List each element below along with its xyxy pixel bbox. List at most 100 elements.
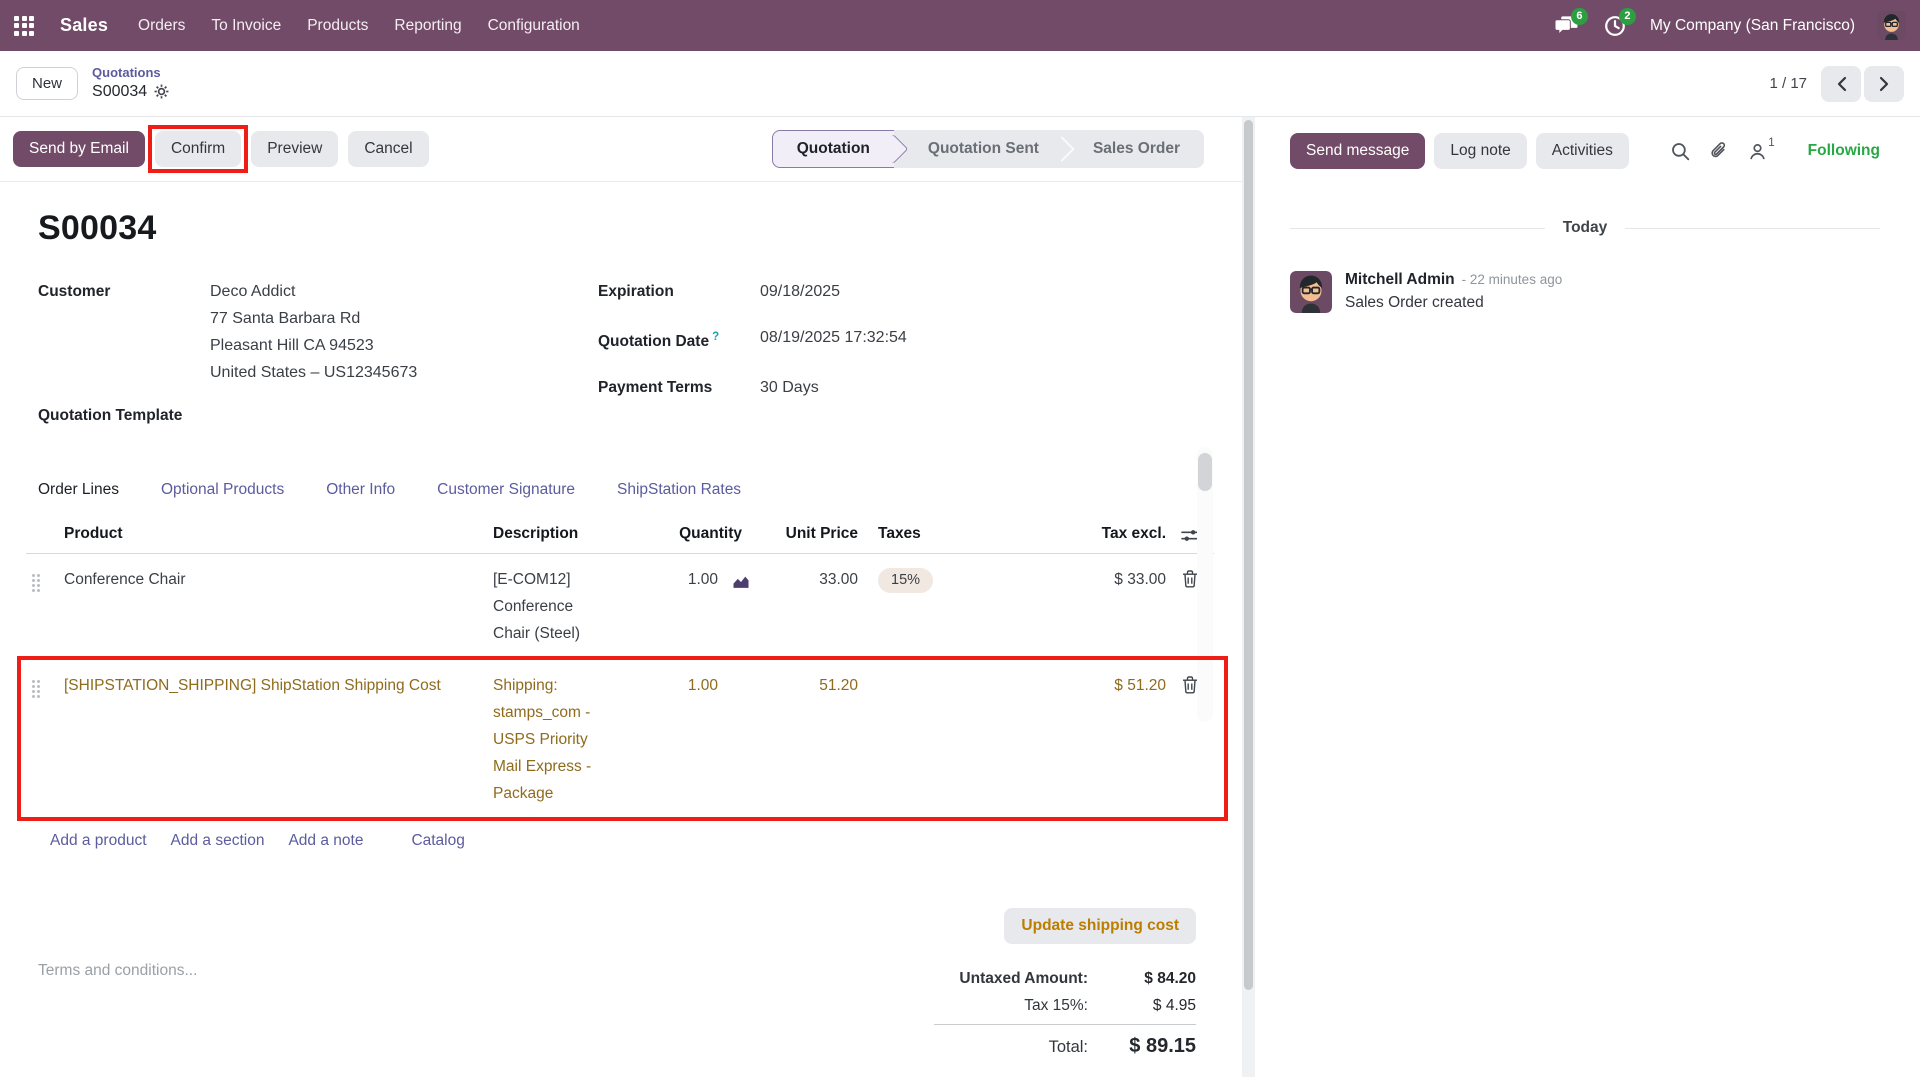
untaxed-amount-value: $ 84.20 bbox=[1144, 970, 1196, 987]
cell-description[interactable]: [E-COM12] Conference Chair (Steel) bbox=[493, 571, 580, 642]
help-question-icon[interactable]: ? bbox=[712, 331, 720, 343]
tab-other-info[interactable]: Other Info bbox=[326, 481, 396, 498]
main-menu: Orders To Invoice Products Reporting Con… bbox=[138, 17, 580, 35]
add-product-link[interactable]: Add a product bbox=[50, 832, 147, 849]
quotation-template-label: Quotation Template bbox=[38, 407, 183, 424]
cell-quantity[interactable]: 1.00 bbox=[687, 677, 718, 694]
message-author[interactable]: Mitchell Admin bbox=[1345, 271, 1455, 288]
stage-sales-order[interactable]: Sales Order bbox=[1092, 140, 1180, 157]
followers-count: 1 bbox=[1768, 136, 1775, 149]
optional-columns-icon[interactable] bbox=[1166, 526, 1214, 543]
column-unit-price[interactable]: Unit Price bbox=[785, 525, 858, 542]
attachments-icon[interactable] bbox=[1709, 141, 1729, 161]
menu-configuration[interactable]: Configuration bbox=[487, 16, 580, 34]
stage-quotation-sent[interactable]: Quotation Sent bbox=[894, 130, 1063, 168]
person-icon bbox=[1750, 143, 1766, 159]
tab-order-lines[interactable]: Order Lines bbox=[38, 481, 119, 498]
column-product[interactable]: Product bbox=[64, 525, 123, 542]
column-description[interactable]: Description bbox=[493, 525, 579, 542]
message-body: Sales Order created bbox=[1345, 294, 1484, 311]
preview-button[interactable]: Preview bbox=[251, 131, 339, 167]
expiration-field[interactable]: 09/18/2025 bbox=[760, 283, 841, 300]
breadcrumb-current-record: S00034 bbox=[92, 82, 148, 100]
cell-taxes[interactable]: 15% bbox=[878, 566, 1026, 593]
activities-button[interactable]: Activities bbox=[1535, 133, 1629, 169]
pager-previous-button[interactable] bbox=[1821, 65, 1861, 102]
gear-icon[interactable] bbox=[154, 84, 169, 99]
cell-subtotal: $ 51.20 bbox=[1114, 677, 1166, 694]
user-avatar[interactable] bbox=[1877, 11, 1906, 40]
pager-counter: 1 / 17 bbox=[1769, 75, 1807, 92]
cancel-button[interactable]: Cancel bbox=[348, 131, 429, 167]
main-scrollbar[interactable] bbox=[1242, 117, 1255, 1077]
search-messages-icon[interactable] bbox=[1671, 142, 1690, 161]
delete-row-icon[interactable] bbox=[1166, 672, 1214, 694]
cell-description[interactable]: Shipping: stamps_com - USPS Priority Mai… bbox=[493, 677, 592, 802]
company-switcher[interactable]: My Company (San Francisco) bbox=[1649, 16, 1855, 34]
customer-name-field[interactable]: Deco Addict bbox=[210, 283, 296, 300]
cell-unit-price[interactable]: 33.00 bbox=[819, 571, 858, 588]
customer-address-line2: Pleasant Hill CA 94523 bbox=[210, 337, 374, 354]
totals-block: Untaxed Amount: $ 84.20 Tax 15%: $ 4.95 … bbox=[934, 970, 1196, 1067]
delete-row-icon[interactable] bbox=[1166, 566, 1214, 588]
cell-product[interactable]: [SHIPSTATION_SHIPPING] ShipStation Shipp… bbox=[64, 677, 441, 694]
column-taxes[interactable]: Taxes bbox=[878, 525, 921, 542]
order-line-row[interactable]: Conference Chair [E-COM12] Conference Ch… bbox=[26, 554, 1214, 660]
menu-to-invoice[interactable]: To Invoice bbox=[211, 16, 282, 34]
breadcrumb: Quotations S00034 bbox=[92, 65, 169, 101]
messages-icon[interactable]: 6 bbox=[1554, 7, 1588, 38]
followers-icon[interactable]: 1 bbox=[1748, 137, 1775, 161]
tab-optional-products[interactable]: Optional Products bbox=[160, 481, 285, 498]
tax-badge: 15% bbox=[878, 568, 934, 593]
record-title: S00034 bbox=[38, 209, 157, 247]
cell-quantity[interactable]: 1.00 bbox=[687, 571, 718, 588]
expiration-label: Expiration bbox=[598, 283, 674, 300]
quotation-date-field[interactable]: 08/19/2025 17:32:54 bbox=[760, 329, 907, 346]
top-navbar: Sales Orders To Invoice Products Reporti… bbox=[0, 0, 1920, 51]
activities-clock-icon[interactable]: 2 bbox=[1602, 7, 1636, 38]
send-by-email-button[interactable]: Send by Email bbox=[13, 131, 145, 167]
payment-terms-field[interactable]: 30 Days bbox=[760, 379, 819, 397]
tab-customer-signature[interactable]: Customer Signature bbox=[437, 481, 575, 498]
notebook-scrollbar[interactable] bbox=[1197, 447, 1213, 722]
catalog-link[interactable]: Catalog bbox=[411, 832, 465, 849]
following-toggle[interactable]: Following bbox=[1807, 142, 1880, 159]
update-shipping-cost-button[interactable]: Update shipping cost bbox=[1004, 908, 1196, 944]
log-note-button[interactable]: Log note bbox=[1434, 133, 1527, 169]
payment-terms-label: Payment Terms bbox=[598, 379, 713, 397]
apps-grid-icon[interactable] bbox=[14, 15, 34, 36]
app-name[interactable]: Sales bbox=[60, 15, 109, 35]
pager-next-button[interactable] bbox=[1864, 65, 1904, 102]
column-quantity[interactable]: Quantity bbox=[679, 525, 742, 542]
drag-handle-icon[interactable] bbox=[32, 680, 60, 698]
shipping-line-row-annotated[interactable]: [SHIPSTATION_SHIPPING] ShipStation Shipp… bbox=[17, 656, 1228, 821]
menu-products[interactable]: Products bbox=[307, 16, 369, 34]
scrollbar-thumb[interactable] bbox=[1244, 120, 1253, 990]
add-note-link[interactable]: Add a note bbox=[288, 832, 364, 849]
new-button[interactable]: New bbox=[16, 67, 79, 100]
customer-label: Customer bbox=[38, 283, 111, 300]
menu-orders[interactable]: Orders bbox=[138, 16, 186, 34]
drag-handle-icon[interactable] bbox=[32, 574, 60, 592]
message-timestamp: - 22 minutes ago bbox=[1461, 272, 1563, 287]
chatter-panel: Send message Log note Activities bbox=[1255, 117, 1920, 1077]
messages-badge: 6 bbox=[1570, 7, 1588, 25]
menu-reporting[interactable]: Reporting bbox=[394, 16, 462, 34]
quotation-date-label: Quotation Date? bbox=[598, 331, 720, 351]
breadcrumb-quotations[interactable]: Quotations bbox=[92, 65, 161, 81]
avatar-image bbox=[1290, 271, 1332, 313]
stage-quotation[interactable]: Quotation bbox=[771, 130, 894, 168]
untaxed-amount-label: Untaxed Amount: bbox=[959, 970, 1088, 987]
cell-unit-price[interactable]: 51.20 bbox=[819, 677, 858, 694]
send-message-button[interactable]: Send message bbox=[1290, 133, 1426, 169]
column-subtotal[interactable]: Tax excl. bbox=[1101, 525, 1166, 542]
avatar-image bbox=[1877, 11, 1906, 40]
add-section-link[interactable]: Add a section bbox=[170, 832, 265, 849]
message-author-avatar[interactable] bbox=[1290, 271, 1332, 313]
form-view: Send by Email Confirm Preview Cancel Quo… bbox=[0, 117, 1242, 1077]
tab-shipstation-rates[interactable]: ShipStation Rates bbox=[616, 481, 742, 498]
terms-and-conditions-placeholder[interactable]: Terms and conditions... bbox=[38, 962, 198, 979]
availability-chart-icon[interactable] bbox=[730, 566, 766, 598]
confirm-button[interactable]: Confirm bbox=[154, 131, 242, 167]
cell-product[interactable]: Conference Chair bbox=[64, 571, 186, 588]
